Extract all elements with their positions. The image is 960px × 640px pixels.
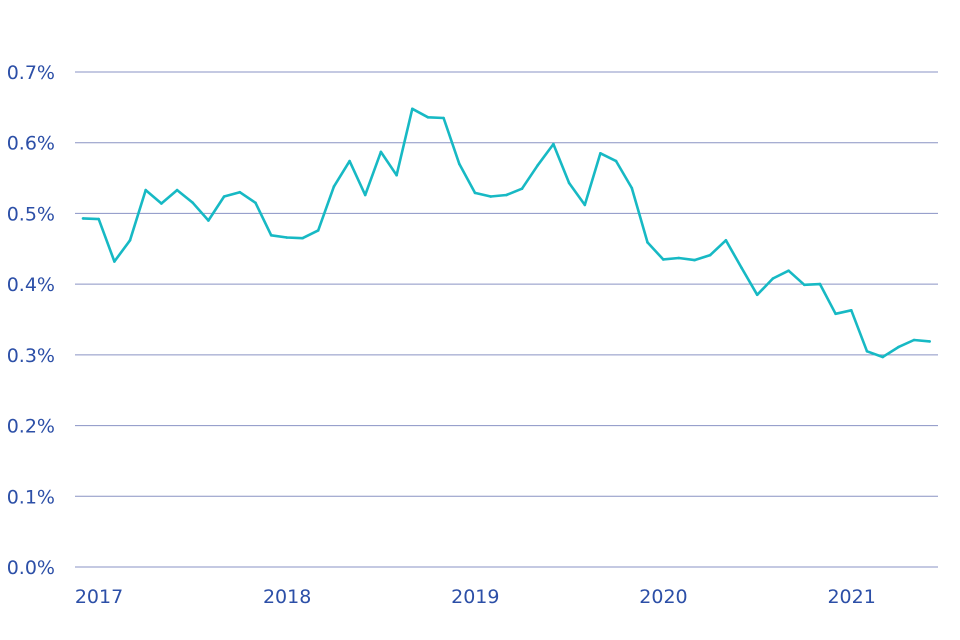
data-point <box>583 203 587 207</box>
data-point <box>505 193 508 197</box>
data-point <box>740 266 743 270</box>
data-point <box>567 181 571 185</box>
data-point <box>755 293 759 297</box>
data-point <box>834 312 837 316</box>
data-point <box>897 345 900 349</box>
x-tick-label: 2020 <box>639 586 687 608</box>
y-tick-label: 0.6% <box>7 133 55 155</box>
data-point <box>128 239 132 242</box>
data-point <box>269 234 273 237</box>
data-point <box>630 186 634 190</box>
data-point <box>599 152 602 155</box>
x-tick-label: 2017 <box>75 586 123 608</box>
data-point <box>646 241 649 244</box>
y-tick-label: 0.2% <box>7 416 55 438</box>
data-point <box>160 202 163 205</box>
data-point <box>363 193 367 197</box>
x-axis-tick-labels: 2017 2018 2019 2020 2021 <box>75 586 876 608</box>
data-point <box>426 116 430 119</box>
data-point <box>677 256 681 260</box>
data-point <box>724 239 728 242</box>
series-layer <box>81 107 931 359</box>
y-tick-label: 0.3% <box>7 345 55 367</box>
data-point <box>771 277 775 280</box>
data-point <box>693 258 696 262</box>
data-point <box>113 260 116 263</box>
data-point <box>912 338 916 342</box>
data-point <box>97 217 100 221</box>
data-point <box>803 283 806 287</box>
data-point <box>222 195 226 198</box>
y-tick-label: 0.5% <box>7 203 55 225</box>
data-point <box>81 217 85 220</box>
data-point <box>458 162 461 166</box>
data-point <box>395 173 398 177</box>
y-axis-tick-labels: 0.0% 0.1% 0.2% 0.3% 0.4% 0.5% 0.6% 0.7% <box>7 62 55 579</box>
data-point <box>708 253 712 257</box>
series-line <box>82 107 930 359</box>
data-point <box>865 350 869 353</box>
data-point <box>614 159 618 163</box>
data-point <box>850 309 853 312</box>
y-tick-label: 0.0% <box>7 557 55 579</box>
data-point <box>928 340 931 343</box>
data-point <box>348 159 351 163</box>
data-point <box>316 229 320 232</box>
data-point <box>787 269 790 273</box>
gridlines <box>75 71 938 568</box>
data-point <box>881 355 884 359</box>
data-point <box>301 236 304 240</box>
data-point <box>207 219 210 222</box>
x-tick-label: 2019 <box>451 586 499 608</box>
data-point <box>332 185 336 188</box>
data-point <box>285 236 289 239</box>
data-point <box>818 282 822 286</box>
data-point <box>191 201 195 205</box>
y-tick-label: 0.4% <box>7 274 55 296</box>
x-tick-label: 2018 <box>263 586 311 608</box>
y-tick-label: 0.1% <box>7 486 55 508</box>
data-point <box>473 191 477 195</box>
data-point <box>536 164 539 167</box>
data-point <box>442 116 445 120</box>
x-tick-label: 2021 <box>827 586 875 608</box>
y-tick-label: 0.7% <box>7 62 55 84</box>
data-point <box>144 188 147 192</box>
data-point <box>661 258 665 261</box>
data-point <box>489 195 493 198</box>
data-point <box>238 190 242 194</box>
data-point <box>379 150 383 154</box>
data-point <box>254 201 257 205</box>
data-point <box>175 188 179 192</box>
data-point <box>411 107 414 111</box>
data-point <box>520 187 524 190</box>
data-point <box>552 142 555 146</box>
